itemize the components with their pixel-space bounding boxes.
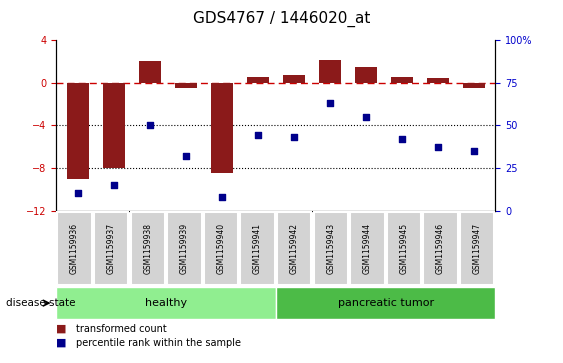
Text: transformed count: transformed count	[76, 323, 167, 334]
Point	[73, 191, 82, 196]
Text: GDS4767 / 1446020_at: GDS4767 / 1446020_at	[193, 11, 370, 27]
Point	[109, 182, 118, 188]
Point	[145, 122, 154, 128]
Text: GSM1159944: GSM1159944	[363, 223, 372, 274]
Text: GSM1159937: GSM1159937	[107, 223, 115, 274]
Bar	[247, 77, 269, 83]
Text: GSM1159939: GSM1159939	[180, 223, 189, 274]
Text: GSM1159947: GSM1159947	[473, 223, 481, 274]
Bar	[67, 83, 89, 179]
Point	[397, 136, 406, 142]
Point	[253, 132, 262, 138]
Text: GSM1159940: GSM1159940	[217, 223, 225, 274]
Point	[434, 144, 443, 150]
Text: ■: ■	[56, 338, 67, 348]
Text: disease state: disease state	[6, 298, 75, 308]
Bar	[427, 78, 449, 83]
Point	[325, 100, 334, 106]
Bar	[463, 83, 485, 88]
Point	[181, 153, 190, 159]
Bar	[103, 83, 124, 168]
Text: healthy: healthy	[145, 298, 187, 308]
Text: GSM1159941: GSM1159941	[253, 223, 262, 274]
Point	[470, 148, 479, 154]
Text: pancreatic tumor: pancreatic tumor	[338, 298, 434, 308]
Bar	[139, 61, 160, 83]
Text: percentile rank within the sample: percentile rank within the sample	[76, 338, 241, 348]
Point	[217, 194, 226, 200]
Text: GSM1159946: GSM1159946	[436, 223, 445, 274]
Bar	[175, 83, 196, 88]
Text: GSM1159936: GSM1159936	[70, 223, 79, 274]
Bar	[391, 77, 413, 83]
Text: GSM1159943: GSM1159943	[327, 223, 335, 274]
Text: GSM1159945: GSM1159945	[400, 223, 408, 274]
Bar	[211, 83, 233, 173]
Point	[361, 114, 370, 120]
Text: ■: ■	[56, 323, 67, 334]
Text: GSM1159938: GSM1159938	[144, 223, 152, 274]
Point	[289, 134, 298, 140]
Text: GSM1159942: GSM1159942	[290, 223, 298, 274]
Bar	[355, 66, 377, 83]
Bar	[319, 60, 341, 83]
Bar	[283, 75, 305, 83]
